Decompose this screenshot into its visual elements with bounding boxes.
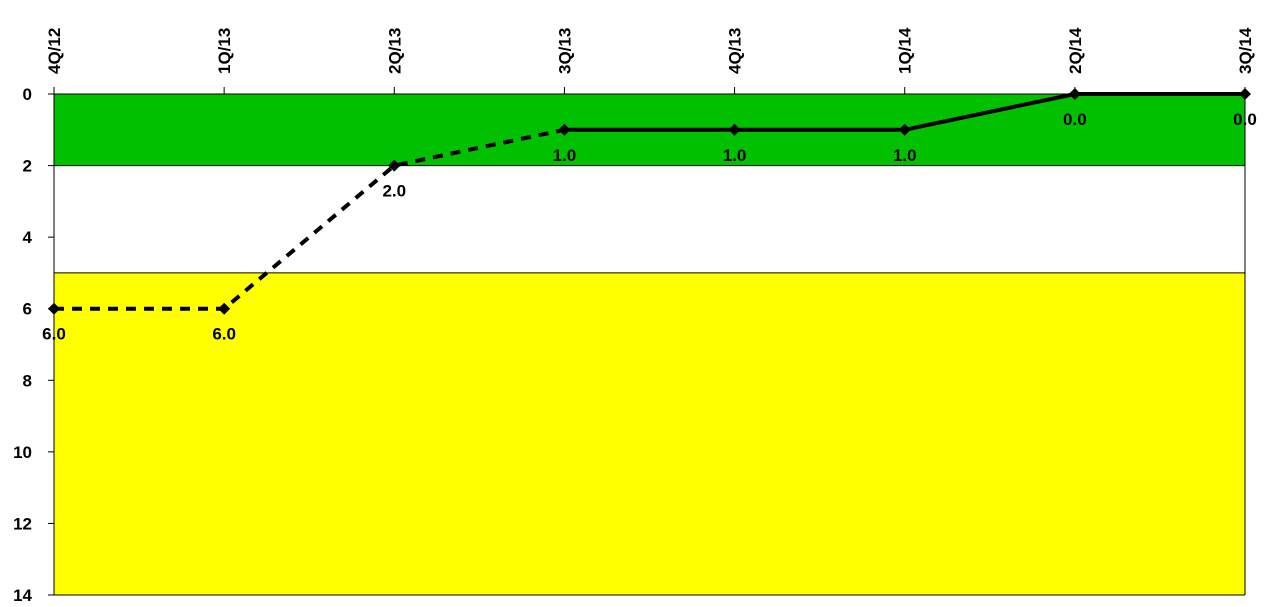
y-tick-label: 6 [23,300,32,319]
data-label: 6.0 [42,325,66,344]
y-tick-label: 4 [23,228,33,247]
x-tick-label: 3Q/13 [555,28,574,74]
y-tick-label: 0 [23,85,32,104]
data-point [898,123,911,136]
y-tick-label: 2 [23,157,32,176]
y-tick-label: 12 [13,514,32,533]
data-point [1068,88,1081,100]
data-point [558,123,571,136]
data-label: 0.0 [1063,110,1087,129]
x-tick-label: 2Q/14 [1066,27,1085,74]
data-label: 0.0 [1233,110,1257,129]
x-tick-label: 3Q/14 [1236,27,1255,74]
y-tick-label: 14 [13,586,32,605]
data-label: 1.0 [893,146,917,165]
x-tick-label: 4Q/12 [45,28,64,74]
y-tick-label: 8 [23,371,32,390]
data-label: 6.0 [212,325,236,344]
data-label: 1.0 [723,146,747,165]
data-label: 2.0 [382,182,406,201]
x-tick-label: 1Q/13 [215,28,234,74]
data-point [1239,88,1251,100]
band-2 [54,272,1245,595]
y-tick-label: 10 [13,443,32,462]
data-point [218,302,231,315]
band-1 [54,165,1245,273]
data-point [48,302,60,315]
x-tick-label: 4Q/13 [726,28,745,74]
data-point [728,123,741,136]
x-tick-label: 2Q/13 [385,28,404,74]
data-point [388,159,401,172]
x-tick-label: 1Q/14 [896,27,915,74]
data-label: 1.0 [553,146,577,165]
